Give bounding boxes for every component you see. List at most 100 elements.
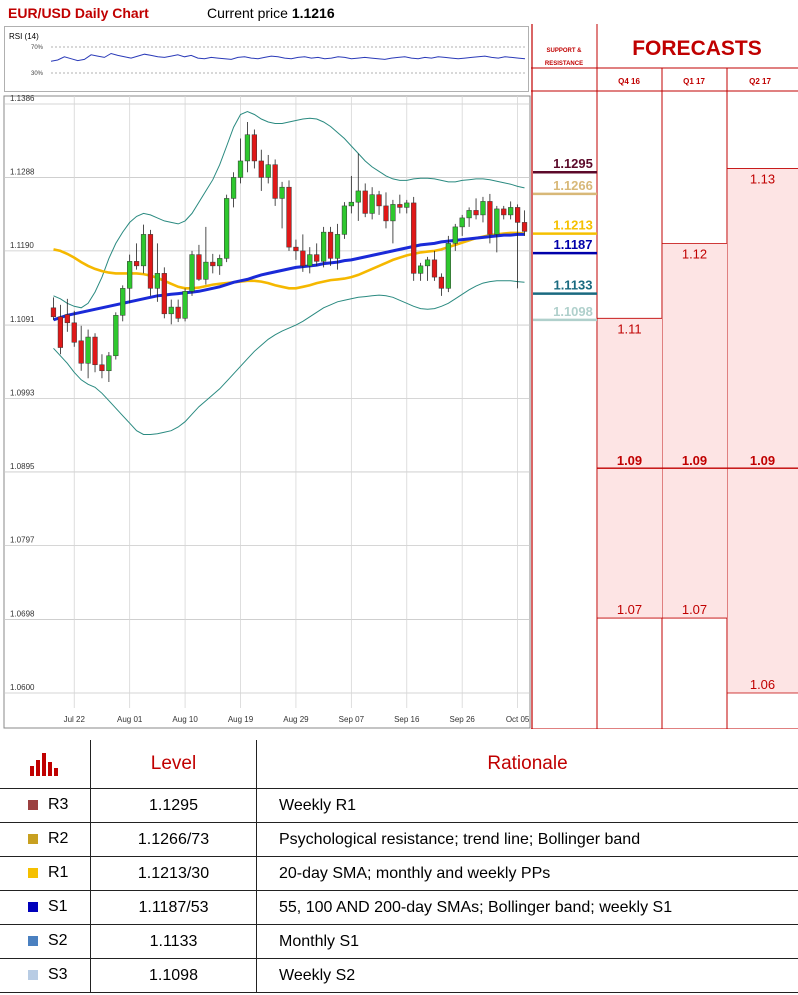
y-tick-label: 1.0600 xyxy=(10,683,35,692)
candle xyxy=(258,149,264,191)
level-rationale: 20-day SMA; monthly and weekly PPs xyxy=(256,856,798,891)
candle xyxy=(521,210,528,236)
candle-body-up xyxy=(265,164,271,178)
candle xyxy=(120,285,126,322)
level-name-cell: R2 xyxy=(0,822,91,857)
level-name: R2 xyxy=(48,830,69,848)
level-swatch xyxy=(28,936,38,947)
candle-body-up xyxy=(418,265,424,274)
level-swatch xyxy=(28,800,38,811)
level-rationale: 55, 100 AND 200-day SMAs; Bollinger band… xyxy=(256,890,798,925)
candle-body-down xyxy=(175,306,181,319)
sr-label-s3: 1.1098 xyxy=(553,304,593,319)
y-axis: 1.1386 1.1288 1.1190 1.1091 1.0993 1.0895 1.07… xyxy=(10,94,35,692)
y-tick-label: 1.1190 xyxy=(10,241,34,250)
candle xyxy=(127,254,133,304)
candle-body-down xyxy=(196,254,202,280)
candle-body-down xyxy=(501,208,507,216)
x-tick-label: Aug 01 xyxy=(117,715,143,724)
level-swatch xyxy=(28,970,38,981)
level-value: 1.1098 xyxy=(90,958,257,993)
candle-body-up xyxy=(424,259,431,267)
level-name-cell: S1 xyxy=(0,890,91,925)
candle-body-up xyxy=(369,194,375,214)
candle-body-down xyxy=(147,234,154,289)
candle xyxy=(473,198,479,220)
y-tick-label: 1.0797 xyxy=(10,535,35,544)
candle xyxy=(362,183,368,218)
y-tick-label: 1.1288 xyxy=(10,167,35,176)
candle xyxy=(265,154,271,184)
candle xyxy=(480,196,486,223)
candle xyxy=(168,299,174,325)
level-rationale: Weekly S2 xyxy=(256,958,798,993)
level-rationale: Psychological resistance; trend line; Bo… xyxy=(256,822,798,857)
candle xyxy=(64,298,70,332)
candle-body-down xyxy=(293,246,299,252)
sr-label-r1: 1.1213 xyxy=(553,218,593,233)
table-row: S3 1.1098 Weekly S2 xyxy=(0,958,798,993)
candle-body-down xyxy=(92,336,98,366)
level-rationale: Monthly S1 xyxy=(256,924,798,959)
level-name: S3 xyxy=(48,966,68,984)
candle-body-up xyxy=(334,234,341,259)
plot-area xyxy=(3,95,531,729)
forecasts-title: FORECASTS xyxy=(632,37,762,60)
candle xyxy=(286,180,292,251)
forecast-low-label: 1.07 xyxy=(682,602,707,617)
candle-body-down xyxy=(521,222,528,232)
candle-body-up xyxy=(106,355,112,372)
candle xyxy=(293,239,299,260)
candle-body-down xyxy=(327,231,334,259)
candle xyxy=(300,234,306,272)
candle-body-down xyxy=(78,340,84,364)
title-bar: EUR/USD Daily Chart Current price 1.1216 xyxy=(0,0,530,24)
sr-label-r2: 1.1266 xyxy=(553,178,593,193)
candle-body-up xyxy=(494,208,500,235)
candle-body-up xyxy=(127,261,133,289)
candle-body-up xyxy=(321,231,327,262)
candle xyxy=(515,204,521,289)
level-name: S1 xyxy=(48,898,68,916)
candle-body-down xyxy=(50,307,57,318)
candle-body-up xyxy=(279,186,285,199)
candle xyxy=(341,202,348,239)
level-name: S2 xyxy=(48,932,68,950)
sr-label-s2: 1.1133 xyxy=(553,278,592,293)
rsi-chart: RSI (14) 70% 30% xyxy=(9,32,526,77)
candle xyxy=(217,254,223,275)
candle xyxy=(466,207,472,227)
candle-body-down xyxy=(258,160,264,178)
rsi-upper-label: 70% xyxy=(31,45,44,51)
candles xyxy=(50,121,528,383)
candle xyxy=(203,226,209,285)
level-value: 1.1187/53 xyxy=(90,890,257,925)
x-tick-label: Aug 29 xyxy=(283,715,309,724)
forecast-ranges: 1.11 1.07 1.09 1.12 1.07 1.09 1.13 1.06 1.09 xyxy=(597,168,798,694)
candle xyxy=(106,352,112,383)
candle xyxy=(452,223,458,251)
candle xyxy=(50,297,57,320)
candle xyxy=(369,187,375,220)
candle-body-up xyxy=(189,254,195,292)
candle xyxy=(327,226,334,266)
level-swatch xyxy=(28,834,38,845)
x-tick-label: Oct 05 xyxy=(506,715,530,724)
y-tick-label: 1.1091 xyxy=(10,315,35,324)
candle-body-down xyxy=(57,316,63,348)
x-axis: Jul 22 Aug 01 Aug 10 Aug 19 Aug 29 Sep 07 Sep … xyxy=(64,715,530,724)
candle xyxy=(154,243,160,302)
candle xyxy=(78,325,84,371)
candle xyxy=(418,262,424,281)
candle xyxy=(397,194,403,214)
forecast-range-q2_17 xyxy=(728,168,798,693)
level-name-cell: R3 xyxy=(0,788,91,823)
candle-body-up xyxy=(217,258,223,267)
candle xyxy=(348,175,354,214)
sr-header: SUPPORT & RESISTANCE xyxy=(545,48,583,67)
bollinger-lower-line xyxy=(53,280,525,435)
table-row: S2 1.1133 Monthly S1 xyxy=(0,924,798,959)
level-value: 1.1133 xyxy=(90,924,257,959)
level-name: R3 xyxy=(48,796,69,814)
candle-body-down xyxy=(64,314,70,324)
